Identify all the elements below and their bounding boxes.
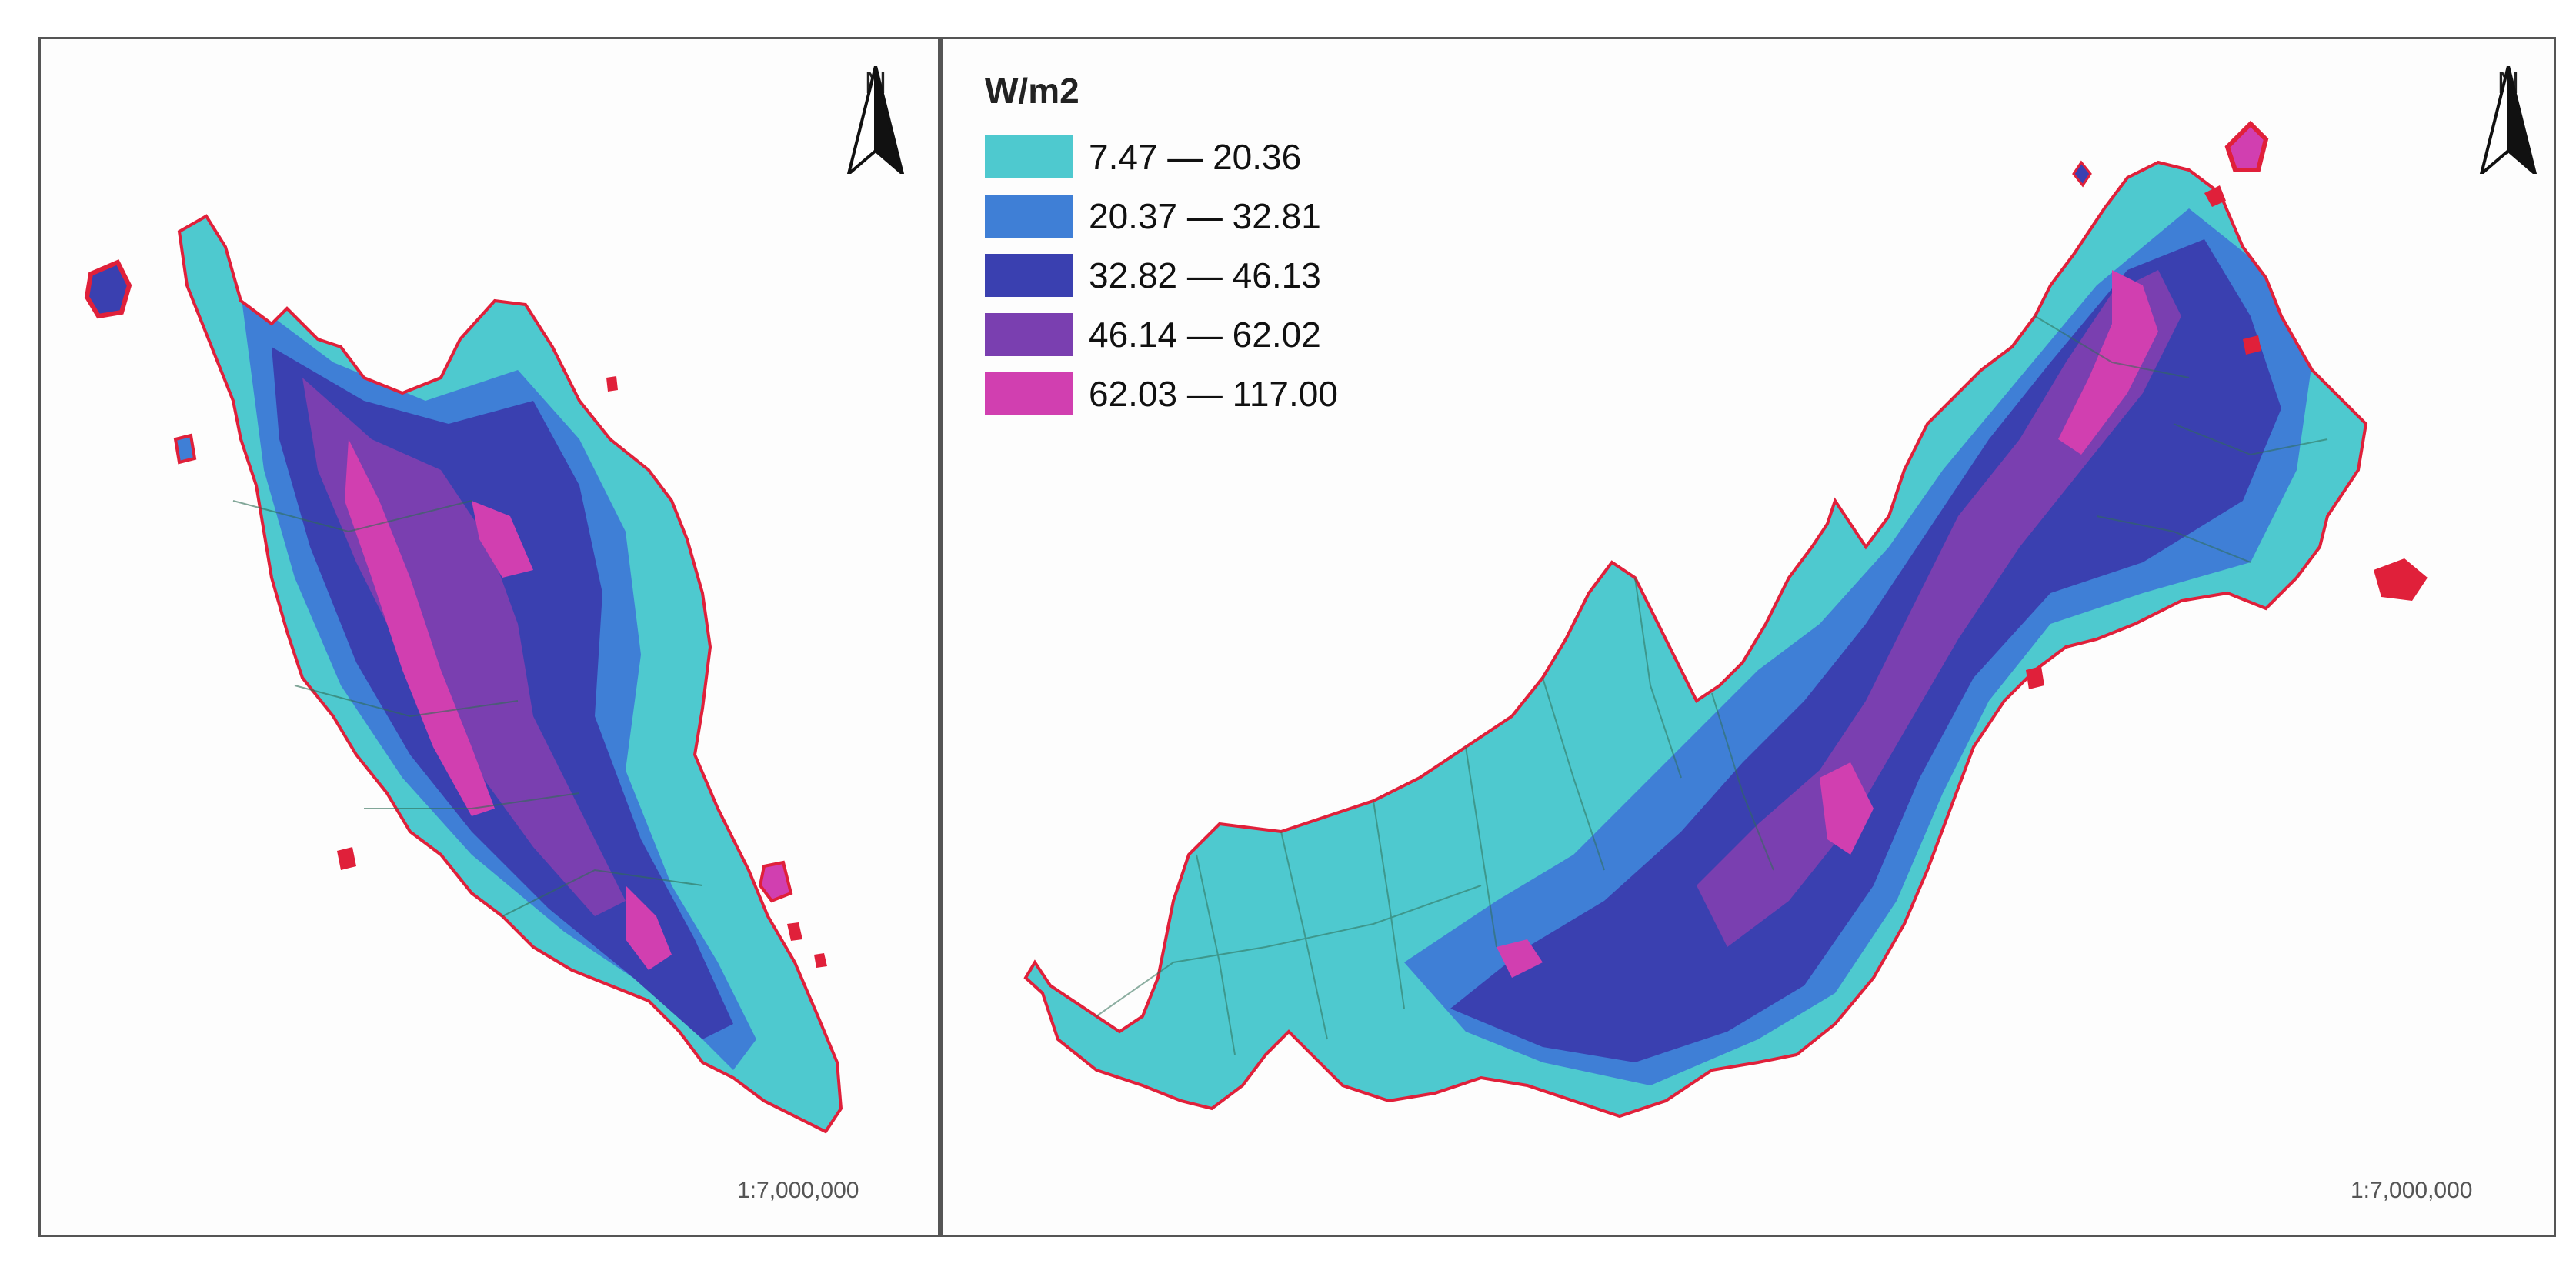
legend-item: 32.82 — 46.13 (985, 245, 1338, 305)
legend-label: 46.14 — 62.02 (1089, 314, 1321, 355)
borneo-map (1023, 120, 2428, 1119)
island-banggi (2224, 120, 2269, 172)
island-east-2 (787, 922, 802, 941)
island-east-1 (758, 860, 793, 903)
north-arrow-icon (2479, 66, 2538, 174)
legend-label: 7.47 — 20.36 (1089, 136, 1302, 177)
island-west-coast (337, 847, 356, 870)
map-panel-peninsular: N 1:7,000,000 (38, 37, 940, 1237)
zone-62-117 (345, 439, 495, 816)
legend-item: 46.14 — 62.02 (985, 305, 1338, 364)
map-legend: W/m2 7.47 — 20.36 20.37 — 32.81 32.82 — … (985, 70, 1338, 423)
borneo-division-boundaries (1096, 315, 2328, 1055)
legend-swatch (985, 372, 1073, 415)
legend-swatch (985, 135, 1073, 178)
island-east-coast (2243, 335, 2261, 355)
legend-item: 62.03 — 117.00 (985, 364, 1338, 423)
island-kudat (2072, 160, 2092, 188)
zone-62-117-central (472, 501, 533, 578)
zone-62-117 (2058, 270, 2158, 455)
legend-swatch (985, 312, 1073, 356)
zone-62-117-west (1497, 939, 1543, 978)
island-sandakan (2374, 558, 2428, 601)
peninsular-map (84, 214, 843, 1134)
island-east-3 (814, 953, 827, 968)
legend-title: W/m2 (985, 71, 1079, 111)
north-arrow-icon (846, 66, 905, 174)
north-arrow-left: N (841, 66, 910, 220)
zone-62-117-interior (1820, 762, 1874, 855)
legend-swatch (985, 253, 1073, 297)
legend-label: 20.37 — 32.81 (1089, 195, 1321, 236)
legend-swatch (985, 194, 1073, 238)
island-labuan (2026, 666, 2044, 689)
legend-label: 32.82 — 46.13 (1089, 255, 1321, 295)
zone-62-117-south (626, 885, 672, 970)
island-penang (173, 433, 197, 465)
north-arrow-right: N (2474, 66, 2543, 220)
legend-item: 7.47 — 20.36 (985, 127, 1338, 186)
island-langkawi (84, 259, 132, 319)
scale-text-left: 1:7,000,000 (737, 1178, 859, 1203)
scale-text-right: 1:7,000,000 (2351, 1178, 2473, 1203)
island-north-east (606, 376, 618, 392)
peninsular-coastline (177, 214, 843, 1134)
island-north-tip (2204, 185, 2226, 207)
legend-item: 20.37 — 32.81 (985, 186, 1338, 245)
peninsular-state-boundaries (232, 500, 703, 917)
legend-label: 62.03 — 117.00 (1089, 373, 1338, 414)
map-panel-borneo: W/m2 7.47 — 20.36 20.37 — 32.81 32.82 — … (940, 37, 2556, 1237)
